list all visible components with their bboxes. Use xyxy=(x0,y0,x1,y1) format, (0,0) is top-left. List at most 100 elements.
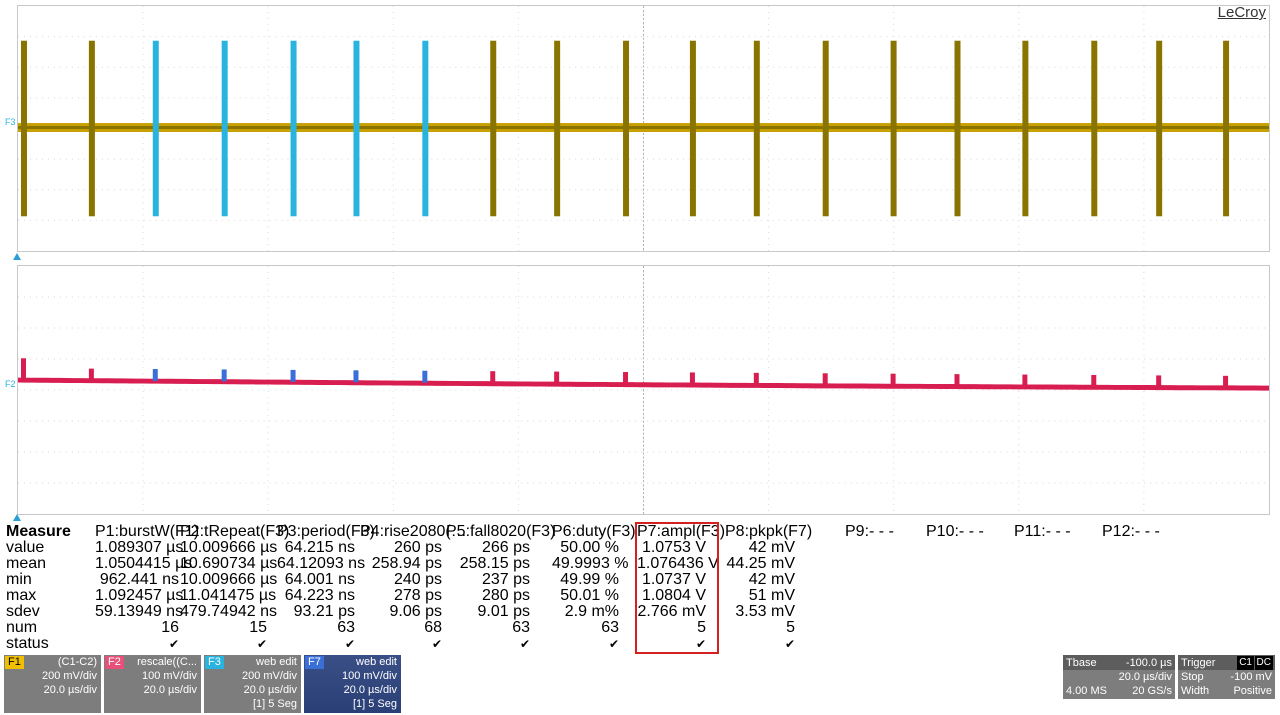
f3-burst xyxy=(422,40,429,217)
f3-trace xyxy=(18,40,1269,217)
measure-value-p2: 15 xyxy=(249,619,267,636)
trace-source: rescale((C... xyxy=(137,656,197,668)
f2-burst xyxy=(689,372,695,385)
trace-descriptor-f2[interactable]: F2 rescale((C... 100 mV/div 20.0 µs/div xyxy=(104,655,201,713)
measure-value-p2: 479.74942 ns xyxy=(180,603,277,620)
timebase-rate: 20 GS/s xyxy=(1132,685,1172,697)
f2-burst xyxy=(623,372,629,384)
measure-value-p8: 44.25 mV xyxy=(726,555,795,572)
trace-vdiv: 200 mV/div xyxy=(41,670,97,682)
measure-row-label: value xyxy=(6,539,45,556)
measure-value-p4: 278 ps xyxy=(393,587,442,604)
measure-value-p5: 266 ps xyxy=(481,539,530,556)
measure-value-p2: 10.690734 µs xyxy=(180,555,278,572)
measure-value-p5: 63 xyxy=(512,619,530,636)
measure-value-p6: 63 xyxy=(601,619,619,636)
measure-value-p4: 9.06 ps xyxy=(389,603,442,620)
measure-row-sdev: sdev 59.13949 ns 479.74942 ns 93.21 ps 9.06 … xyxy=(0,604,1180,620)
f2-burst xyxy=(490,371,496,384)
trigger-position-marker-bottom[interactable] xyxy=(13,514,21,521)
trace-segments: [1] 5 Seg xyxy=(252,698,297,710)
brand-logo: LeCroy xyxy=(1217,4,1266,21)
measure-value-p1: 59.13949 ns xyxy=(95,603,184,620)
trigger-position-marker-top[interactable] xyxy=(13,253,21,260)
measure-row-min: min 962.441 ns 10.009666 µs 64.001 ns 240 ps… xyxy=(0,572,1180,588)
f2-burst xyxy=(822,373,828,386)
trace-source: (C1-C2) xyxy=(57,656,97,668)
f2-burst xyxy=(20,358,26,381)
status-check-icon: ✔ xyxy=(256,637,267,651)
param-header-p11[interactable]: P11:- - - xyxy=(1014,523,1071,540)
param-header-p5[interactable]: P5:fall8020(F3) xyxy=(446,523,556,540)
param-header-p7[interactable]: P7:ampl(F3) xyxy=(637,523,726,540)
waveform-f2-plot xyxy=(18,266,1269,514)
f3-burst xyxy=(954,40,961,217)
f2-baseline xyxy=(18,377,1269,391)
trace-tag: F7 xyxy=(305,656,324,669)
param-header-p9[interactable]: P9:- - - xyxy=(845,523,894,540)
measure-value-p8: 42 mV xyxy=(748,539,795,556)
measure-row-value: value 1.089307 µs 10.009666 µs 64.215 ns 260… xyxy=(0,540,1180,556)
measure-value-p4: 68 xyxy=(424,619,442,636)
measure-value-p7: 2.766 mV xyxy=(637,603,706,620)
waveform-grid-top[interactable] xyxy=(17,5,1270,252)
measure-row-label: max xyxy=(6,587,37,604)
f3-burst xyxy=(1156,40,1163,217)
measure-value-p7: 1.0737 V xyxy=(641,571,706,588)
trace-segments: [1] 5 Seg xyxy=(352,698,397,710)
measure-value-p3: 64.223 ns xyxy=(284,587,355,604)
f3-burst xyxy=(753,40,760,217)
trace-tag: F3 xyxy=(205,656,224,669)
measure-value-p4: 260 ps xyxy=(393,539,442,556)
trace-tag: F2 xyxy=(105,656,124,669)
param-header-p8[interactable]: P8:pkpk(F7) xyxy=(725,523,813,540)
timebase-tdiv: 20.0 µs/div xyxy=(1118,671,1172,683)
waveform-grid-bottom[interactable] xyxy=(17,265,1270,515)
timebase-descriptor[interactable]: Tbase -100.0 µs 20.0 µs/div 4.00 MS 20 G… xyxy=(1063,655,1175,699)
measure-value-p6: 2.9 m% xyxy=(564,603,619,620)
measure-value-p5: 237 ps xyxy=(481,571,530,588)
status-check-icon: ✔ xyxy=(695,637,706,651)
f3-burst xyxy=(221,40,228,217)
f3-burst xyxy=(290,40,297,217)
measure-value-p8: 3.53 mV xyxy=(735,603,795,620)
measure-value-p1: 1.0504415 µs xyxy=(95,555,193,572)
measure-value-p8: 5 xyxy=(786,619,795,636)
trace-tdiv: 20.0 µs/div xyxy=(143,684,197,696)
f3-burst xyxy=(1223,40,1230,217)
trace-vdiv: 100 mV/div xyxy=(341,670,397,682)
trigger-descriptor[interactable]: Trigger C1 DC Stop -100 mV Width Positiv… xyxy=(1178,655,1275,699)
f2-burst xyxy=(353,370,359,383)
param-header-p1[interactable]: P1:burstW(F1) xyxy=(95,523,200,540)
f3-burst xyxy=(623,40,630,217)
param-header-p6[interactable]: P6:duty(F3) xyxy=(552,523,636,540)
measure-value-p6: 50.00 % xyxy=(560,539,619,556)
trace-source: web edit xyxy=(356,656,397,668)
f2-trace xyxy=(18,358,1269,391)
measure-row-label: mean xyxy=(6,555,47,572)
status-check-icon: ✔ xyxy=(168,637,179,651)
trace-descriptor-f3[interactable]: F3 web edit 200 mV/div 20.0 µs/div [1] 5 Seg xyxy=(204,655,301,713)
f2-burst xyxy=(1223,375,1229,388)
measure-title: Measure xyxy=(6,523,71,540)
trace-descriptor-f7[interactable]: F7 web edit 100 mV/div 20.0 µs/div [1] 5 Seg xyxy=(304,655,401,713)
trace-label-f2[interactable]: F2 xyxy=(5,379,16,389)
param-header-p10[interactable]: P10:- - - xyxy=(926,523,984,540)
f3-burst xyxy=(822,40,829,217)
param-header-p3[interactable]: P3:period(F3) xyxy=(277,523,375,540)
param-header-p12[interactable]: P12:- - - xyxy=(1102,523,1160,540)
trace-descriptor-f1[interactable]: F1 (C1-C2) 200 mV/div 20.0 µs/div xyxy=(4,655,101,713)
measure-value-p1: 16 xyxy=(161,619,179,636)
f3-burst xyxy=(490,40,497,217)
param-header-p4[interactable]: P4:rise2080(… xyxy=(360,523,467,540)
trigger-level: -100 mV xyxy=(1230,671,1272,683)
f3-burst xyxy=(1022,40,1029,217)
measure-value-p5: 280 ps xyxy=(481,587,530,604)
f2-burst xyxy=(422,370,428,383)
measure-row-label: status xyxy=(6,635,49,652)
status-check-icon: ✔ xyxy=(784,637,795,651)
trace-label-f3[interactable]: F3 xyxy=(5,117,16,127)
param-header-p2[interactable]: P2:tRepeat(F3) xyxy=(180,523,290,540)
status-check-icon: ✔ xyxy=(519,637,530,651)
measure-value-p3: 63 xyxy=(337,619,355,636)
